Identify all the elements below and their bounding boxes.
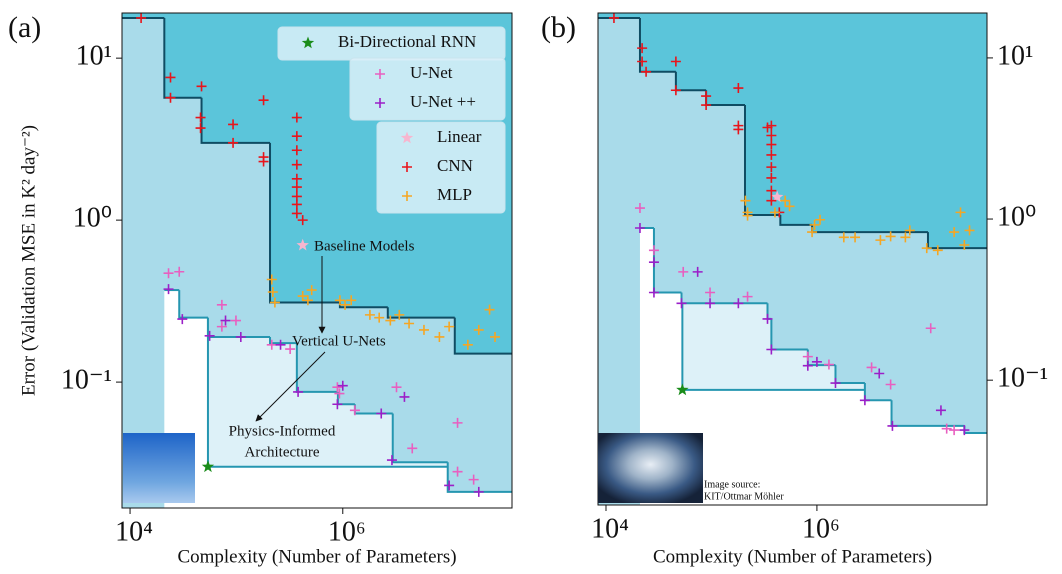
photo-clouds [598,433,703,503]
annotation: Physics-Informed [229,423,336,439]
annotation: KIT/Ottmar Möhler [704,491,784,502]
annotation: Architecture [245,444,320,460]
panel-label: (a) [8,11,41,44]
x-tick-label: 10⁶ [328,516,366,547]
panel-label: (b) [541,11,576,44]
plot-area [598,13,987,505]
annotation: Vertical U-Nets [292,333,386,349]
figure: 10⁴ 10⁶ 10⁻¹ 10⁰ 10¹ Complexity (Number of Pa… [0,0,1062,574]
legend-label: MLP [437,185,472,204]
x-tick-label: 10⁴ [591,513,629,544]
y-tick-label: 10¹ [997,40,1033,71]
annotation: Baseline Models [314,238,415,254]
x-tick-label: 10⁶ [802,513,840,544]
legend-label: Bi-Directional RNN [338,32,476,51]
legend-label: U-Net [410,63,453,82]
y-tick-label: 10⁰ [997,201,1036,232]
legend-label: CNN [437,156,473,175]
x-tick-label: 10⁴ [115,516,153,547]
y-tick-label: 10⁰ [73,203,112,234]
legend-label: Linear [437,127,482,146]
panel-a: 10⁴ 10⁶ 10⁻¹ 10⁰ 10¹ Complexity (Number of Pa… [8,11,512,567]
legend-label: U-Net ++ [410,92,476,111]
y-tick-label: 10⁻¹ [997,363,1048,394]
x-axis-label: Complexity (Number of Parameters) [177,546,456,567]
x-axis-label: Complexity (Number of Parameters) [653,546,932,567]
annotation: Image source: [704,479,760,490]
y-axis-label: Error (Validation MSE in K² day⁻²) [18,125,39,396]
photo-sky [123,433,195,503]
y-tick-label: 10¹ [76,41,112,72]
y-tick-label: 10⁻¹ [61,365,112,396]
